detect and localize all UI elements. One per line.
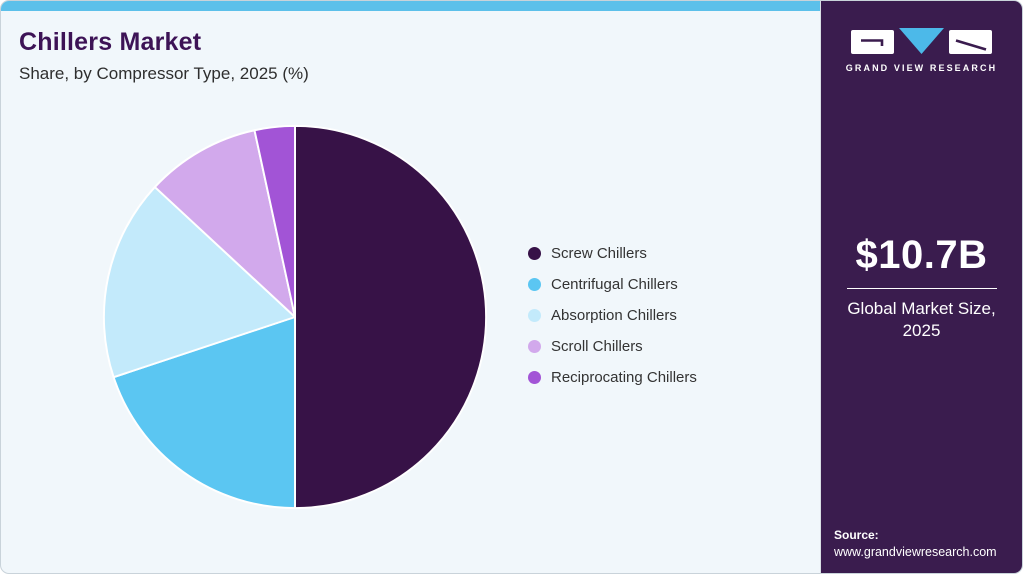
pie-slice-reciprocating-chillers	[253, 124, 296, 318]
gvr-logo-marks	[850, 28, 992, 54]
page-subtitle: Share, by Compressor Type, 2025 (%)	[19, 64, 309, 83]
legend-label: Absorption Chillers	[551, 306, 677, 324]
page-title: Chillers Market	[19, 28, 202, 56]
chart-legend: Screw Chillers Centrifugal Chillers Abso…	[528, 245, 697, 386]
legend-item: Scroll Chillers	[528, 338, 697, 355]
legend-label: Reciprocating Chillers	[551, 368, 697, 386]
gvr-logo: GRAND VIEW RESEARCH	[846, 28, 997, 73]
chart-row: Screw Chillers Centrifugal Chillers Abso…	[1, 122, 820, 512]
market-size-caption: Global Market Size, 2025	[847, 298, 996, 340]
legend-item: Screw Chillers	[528, 245, 697, 262]
legend-label: Screw Chillers	[551, 244, 647, 262]
top-accent-bar	[1, 1, 820, 11]
logo-g-icon	[850, 30, 894, 54]
logo-r-icon	[948, 30, 992, 54]
market-size-divider	[846, 287, 997, 289]
pie-slice-absorption-chillers	[102, 186, 296, 379]
logo-wordmark: GRAND VIEW RESEARCH	[845, 63, 998, 73]
pie-chart	[102, 124, 487, 510]
legend-label: Centrifugal Chillers	[551, 275, 678, 293]
source-label: Source:	[834, 528, 879, 542]
pie-slice-screw-chillers	[294, 124, 487, 510]
market-size-value: $10.7B	[855, 232, 988, 277]
legend-item: Reciprocating Chillers	[528, 369, 697, 386]
pie-chart-container	[100, 122, 490, 512]
legend-swatch	[528, 277, 541, 291]
market-size-block: $10.7B Global Market Size, 2025	[842, 47, 1002, 528]
pie-slice-scroll-chillers	[153, 129, 296, 318]
source-block: Source: www.grandviewresearch.com	[821, 528, 1022, 573]
legend-swatch	[528, 308, 541, 322]
legend-label: Scroll Chillers	[551, 337, 643, 355]
logo-v-icon	[898, 28, 944, 54]
source-url: www.grandviewresearch.com	[834, 545, 997, 559]
pie-slice-centrifugal-chillers	[112, 316, 296, 510]
brand-sidebar: GRAND VIEW RESEARCH $10.7B Global Market…	[820, 1, 1022, 573]
legend-swatch	[528, 370, 541, 384]
chart-header: Chillers Market Share, by Compressor Typ…	[1, 11, 820, 84]
legend-item: Centrifugal Chillers	[528, 276, 697, 293]
legend-item: Absorption Chillers	[528, 307, 697, 324]
chart-panel: Chillers Market Share, by Compressor Typ…	[1, 1, 820, 573]
legend-swatch	[528, 339, 541, 353]
legend-swatch	[528, 246, 541, 260]
